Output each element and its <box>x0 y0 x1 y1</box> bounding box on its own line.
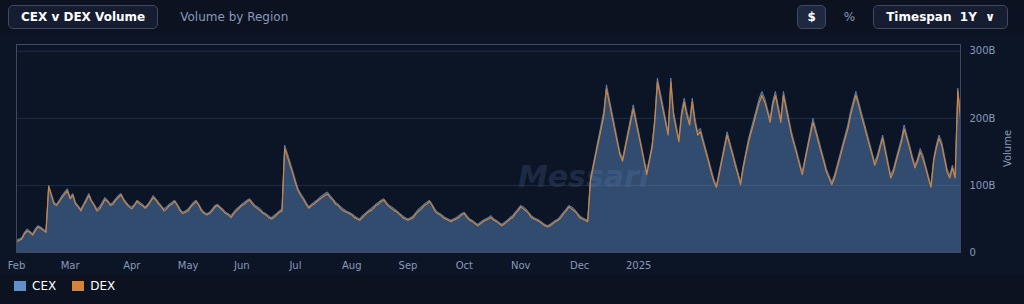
html-text:DEX: DEX <box>90 279 116 293</box>
svg-text:Volume: Volume <box>1002 130 1013 167</box>
svg-text:Aug: Aug <box>342 260 362 271</box>
svg-text:Feb: Feb <box>8 260 26 271</box>
svg-text:100B: 100B <box>970 180 996 191</box>
svg-text:0: 0 <box>970 247 976 258</box>
html-text:CEX v DEX Volume: CEX v DEX Volume <box>21 10 146 24</box>
svg-text:Mar: Mar <box>61 260 81 271</box>
svg-text:Sep: Sep <box>399 260 418 271</box>
svg-text:Jun: Jun <box>233 260 250 271</box>
svg-text:May: May <box>178 260 199 271</box>
svg-text:Dec: Dec <box>570 260 589 271</box>
svg-text:Oct: Oct <box>456 260 473 271</box>
svg-text:Apr: Apr <box>123 260 141 271</box>
html-text:Timespan 1Y ∨: Timespan 1Y ∨ <box>886 10 995 24</box>
svg-text:Jul: Jul <box>288 260 301 271</box>
html-text:Volume by Region: Volume by Region <box>180 10 289 24</box>
svg-text:Messari: Messari <box>517 159 650 195</box>
svg-text:Nov: Nov <box>511 260 531 271</box>
html-text:CEX: CEX <box>32 279 57 293</box>
svg-text:2025: 2025 <box>626 260 651 271</box>
svg-text:300B: 300B <box>970 45 996 56</box>
svg-text:200B: 200B <box>970 113 996 124</box>
